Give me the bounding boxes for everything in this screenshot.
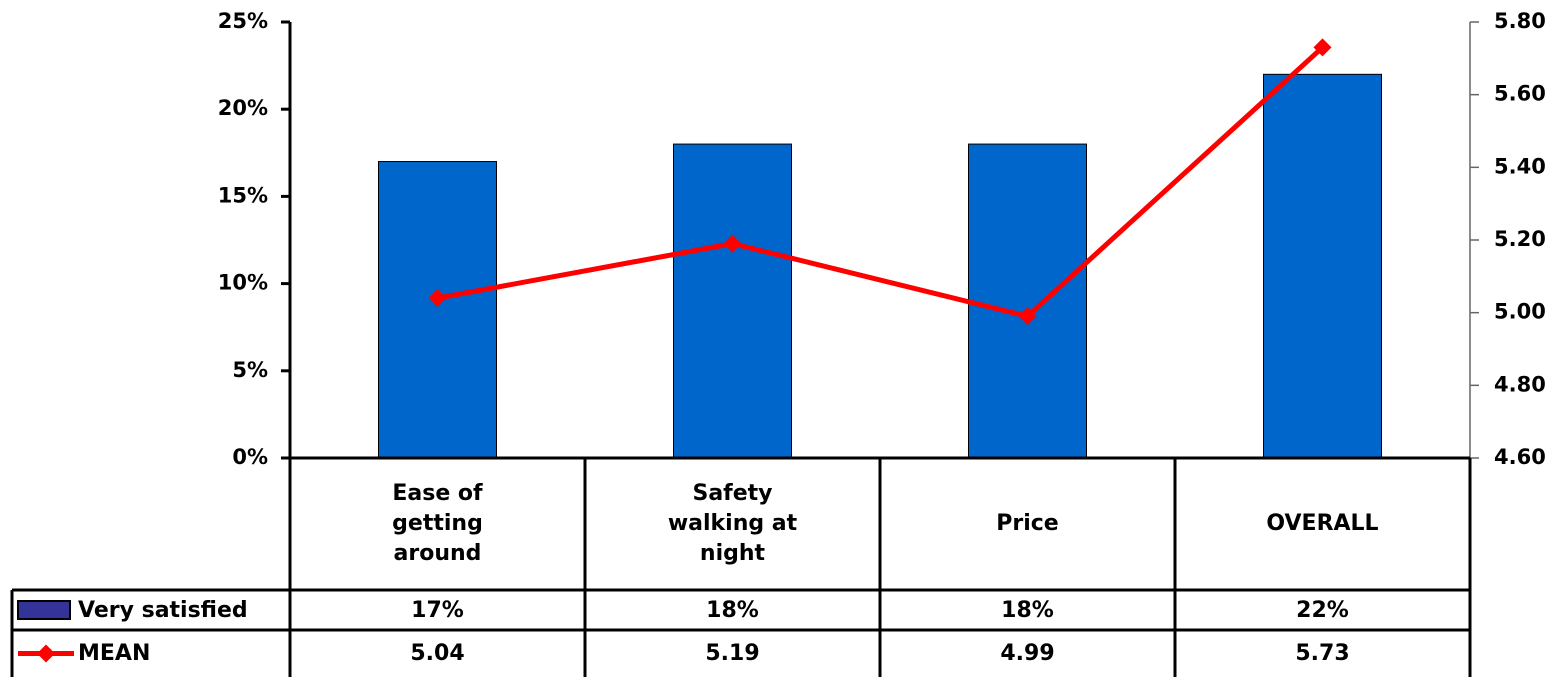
y-tick-label: 0% <box>232 445 268 469</box>
category-cell: Price <box>880 458 1175 590</box>
x-tick-label: Price <box>996 511 1059 536</box>
y2-tick-label: 4.60 <box>1494 445 1546 469</box>
bar <box>1263 73 1382 459</box>
legend-key <box>18 644 74 663</box>
y2-tick-label: 5.20 <box>1494 227 1546 251</box>
bar <box>378 161 497 459</box>
table-value: 18% <box>706 597 759 623</box>
y2-tick-label: 5.60 <box>1494 82 1546 106</box>
table-value: 5.04 <box>410 641 465 666</box>
x-tick-label: Ease of getting around <box>392 481 483 566</box>
x-tick-label: Safety walking at night <box>667 481 798 566</box>
line-marker <box>1313 38 1332 57</box>
y2-tick-label: 5.00 <box>1494 300 1546 324</box>
y-tick-label: 25% <box>218 9 268 33</box>
x-tick-label: OVERALL <box>1266 511 1379 536</box>
category-cell: Safety walking at night <box>585 458 880 590</box>
category-cell: OVERALL <box>1175 458 1470 590</box>
table-value: 17% <box>411 597 464 623</box>
legend-swatch <box>17 600 71 620</box>
line <box>437 45 1325 319</box>
bar <box>673 143 792 459</box>
table-value: 5.19 <box>705 641 760 666</box>
y-tick-label: 20% <box>218 96 268 120</box>
table-value: 5.73 <box>1295 641 1350 666</box>
legend-key <box>17 600 71 620</box>
y2-tick-label: 4.80 <box>1494 372 1546 396</box>
y2-tick-label: 5.80 <box>1494 9 1546 33</box>
y-tick-label: 10% <box>218 271 268 295</box>
legend-label: Very satisfied <box>78 597 248 623</box>
bar <box>968 143 1087 459</box>
category-cell: Ease of getting around <box>290 458 585 590</box>
y-tick-label: 15% <box>218 183 268 207</box>
line-marker <box>428 289 447 308</box>
legend-marker <box>37 644 55 663</box>
table-value: 18% <box>1001 597 1054 623</box>
table-value: 4.99 <box>1000 641 1055 666</box>
line-marker <box>1018 307 1037 326</box>
y2-tick-label: 5.40 <box>1494 154 1546 178</box>
table-value: 22% <box>1296 597 1349 623</box>
line-marker <box>723 234 742 253</box>
legend-label: MEAN <box>78 641 151 666</box>
y-tick-label: 5% <box>232 358 268 382</box>
